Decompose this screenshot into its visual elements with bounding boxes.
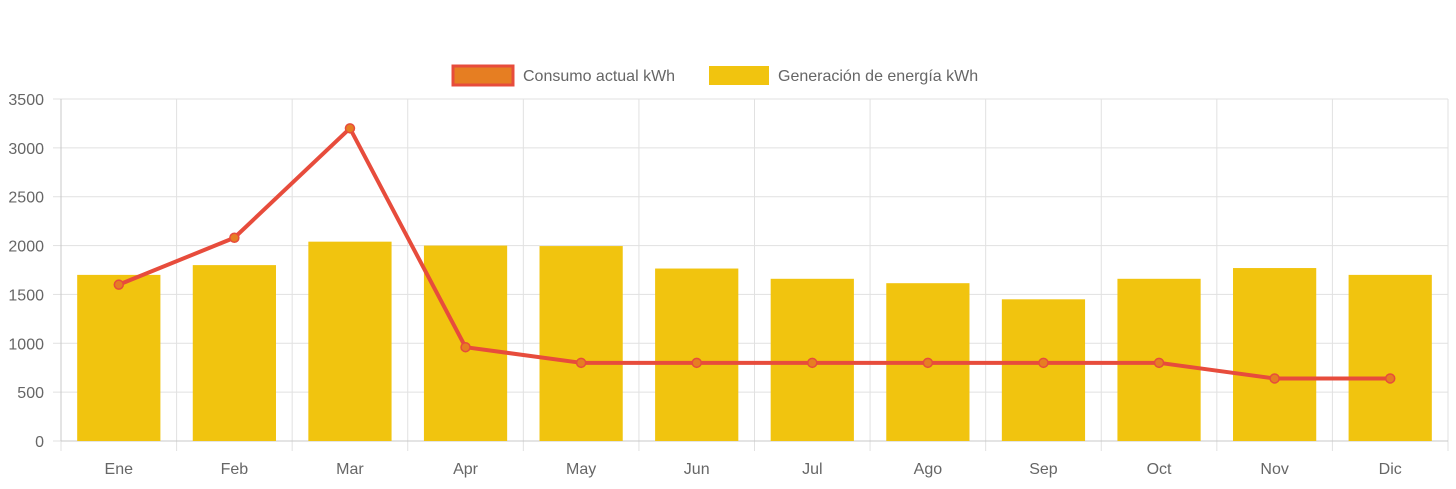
x-tick-label: Sep bbox=[1029, 461, 1058, 478]
line-series-consumo bbox=[113, 123, 1396, 384]
y-tick-label: 2000 bbox=[8, 239, 44, 256]
bar-nov[interactable] bbox=[1233, 268, 1317, 441]
point-apr[interactable] bbox=[460, 341, 471, 353]
y-tick-label: 1000 bbox=[8, 336, 44, 353]
x-tick-label: Nov bbox=[1260, 461, 1288, 478]
gridlines bbox=[53, 98, 1449, 451]
bar-mar[interactable] bbox=[308, 241, 392, 441]
legend: Consumo actual kWh Generación de energía… bbox=[451, 64, 978, 87]
point-mar[interactable] bbox=[344, 123, 356, 134]
bar-dic[interactable] bbox=[1348, 274, 1432, 441]
y-tick-label: 2500 bbox=[8, 190, 44, 207]
x-tick-label: Feb bbox=[221, 461, 249, 478]
legend-swatch-generacion bbox=[709, 66, 769, 85]
x-tick-label: Jun bbox=[684, 461, 710, 478]
point-may[interactable] bbox=[575, 357, 587, 369]
x-axis-ticks: Ene Feb Mar Apr May Jun Jul Ago Sep Oct Nov Dic bbox=[105, 461, 1402, 478]
legend-label-generacion: Generación de energía kWh bbox=[778, 68, 978, 85]
x-tick-label: Ene bbox=[105, 461, 134, 478]
point-oct[interactable] bbox=[1153, 357, 1165, 369]
legend-label-consumo: Consumo actual kWh bbox=[523, 68, 675, 85]
y-tick-label: 500 bbox=[17, 385, 44, 402]
x-tick-label: Oct bbox=[1147, 461, 1172, 478]
point-feb[interactable] bbox=[229, 232, 240, 244]
point-jul[interactable] bbox=[807, 357, 818, 369]
point-ene[interactable] bbox=[113, 279, 125, 290]
legend-swatch-consumo bbox=[451, 64, 515, 87]
y-axis-ticks: 0 500 1000 1500 2000 2500 3000 3500 bbox=[8, 92, 44, 451]
x-tick-label: Apr bbox=[453, 461, 479, 478]
consumo-line bbox=[118, 126, 1391, 381]
x-tick-label: Mar bbox=[336, 461, 364, 478]
y-tick-label: 0 bbox=[35, 434, 44, 451]
bar-ene[interactable] bbox=[77, 274, 161, 441]
point-dic[interactable] bbox=[1384, 373, 1396, 384]
point-ago[interactable] bbox=[922, 357, 934, 369]
bar-jun[interactable] bbox=[655, 268, 739, 441]
bar-may[interactable] bbox=[539, 246, 623, 441]
point-nov[interactable] bbox=[1269, 373, 1280, 384]
x-tick-label: Ago bbox=[914, 461, 943, 478]
legend-item-consumo[interactable]: Consumo actual kWh bbox=[451, 64, 675, 87]
x-tick-label: Dic bbox=[1379, 461, 1402, 478]
legend-item-generacion[interactable]: Generación de energía kWh bbox=[709, 66, 978, 85]
x-tick-label: May bbox=[566, 461, 596, 478]
y-tick-label: 1500 bbox=[8, 287, 44, 304]
point-sep[interactable] bbox=[1038, 357, 1049, 369]
x-tick-label: Jul bbox=[802, 461, 822, 478]
bar-feb[interactable] bbox=[192, 265, 276, 441]
point-jun[interactable] bbox=[691, 357, 702, 369]
bar-sep[interactable] bbox=[1001, 299, 1086, 441]
y-tick-label: 3500 bbox=[8, 92, 44, 109]
y-tick-label: 3000 bbox=[8, 141, 44, 158]
